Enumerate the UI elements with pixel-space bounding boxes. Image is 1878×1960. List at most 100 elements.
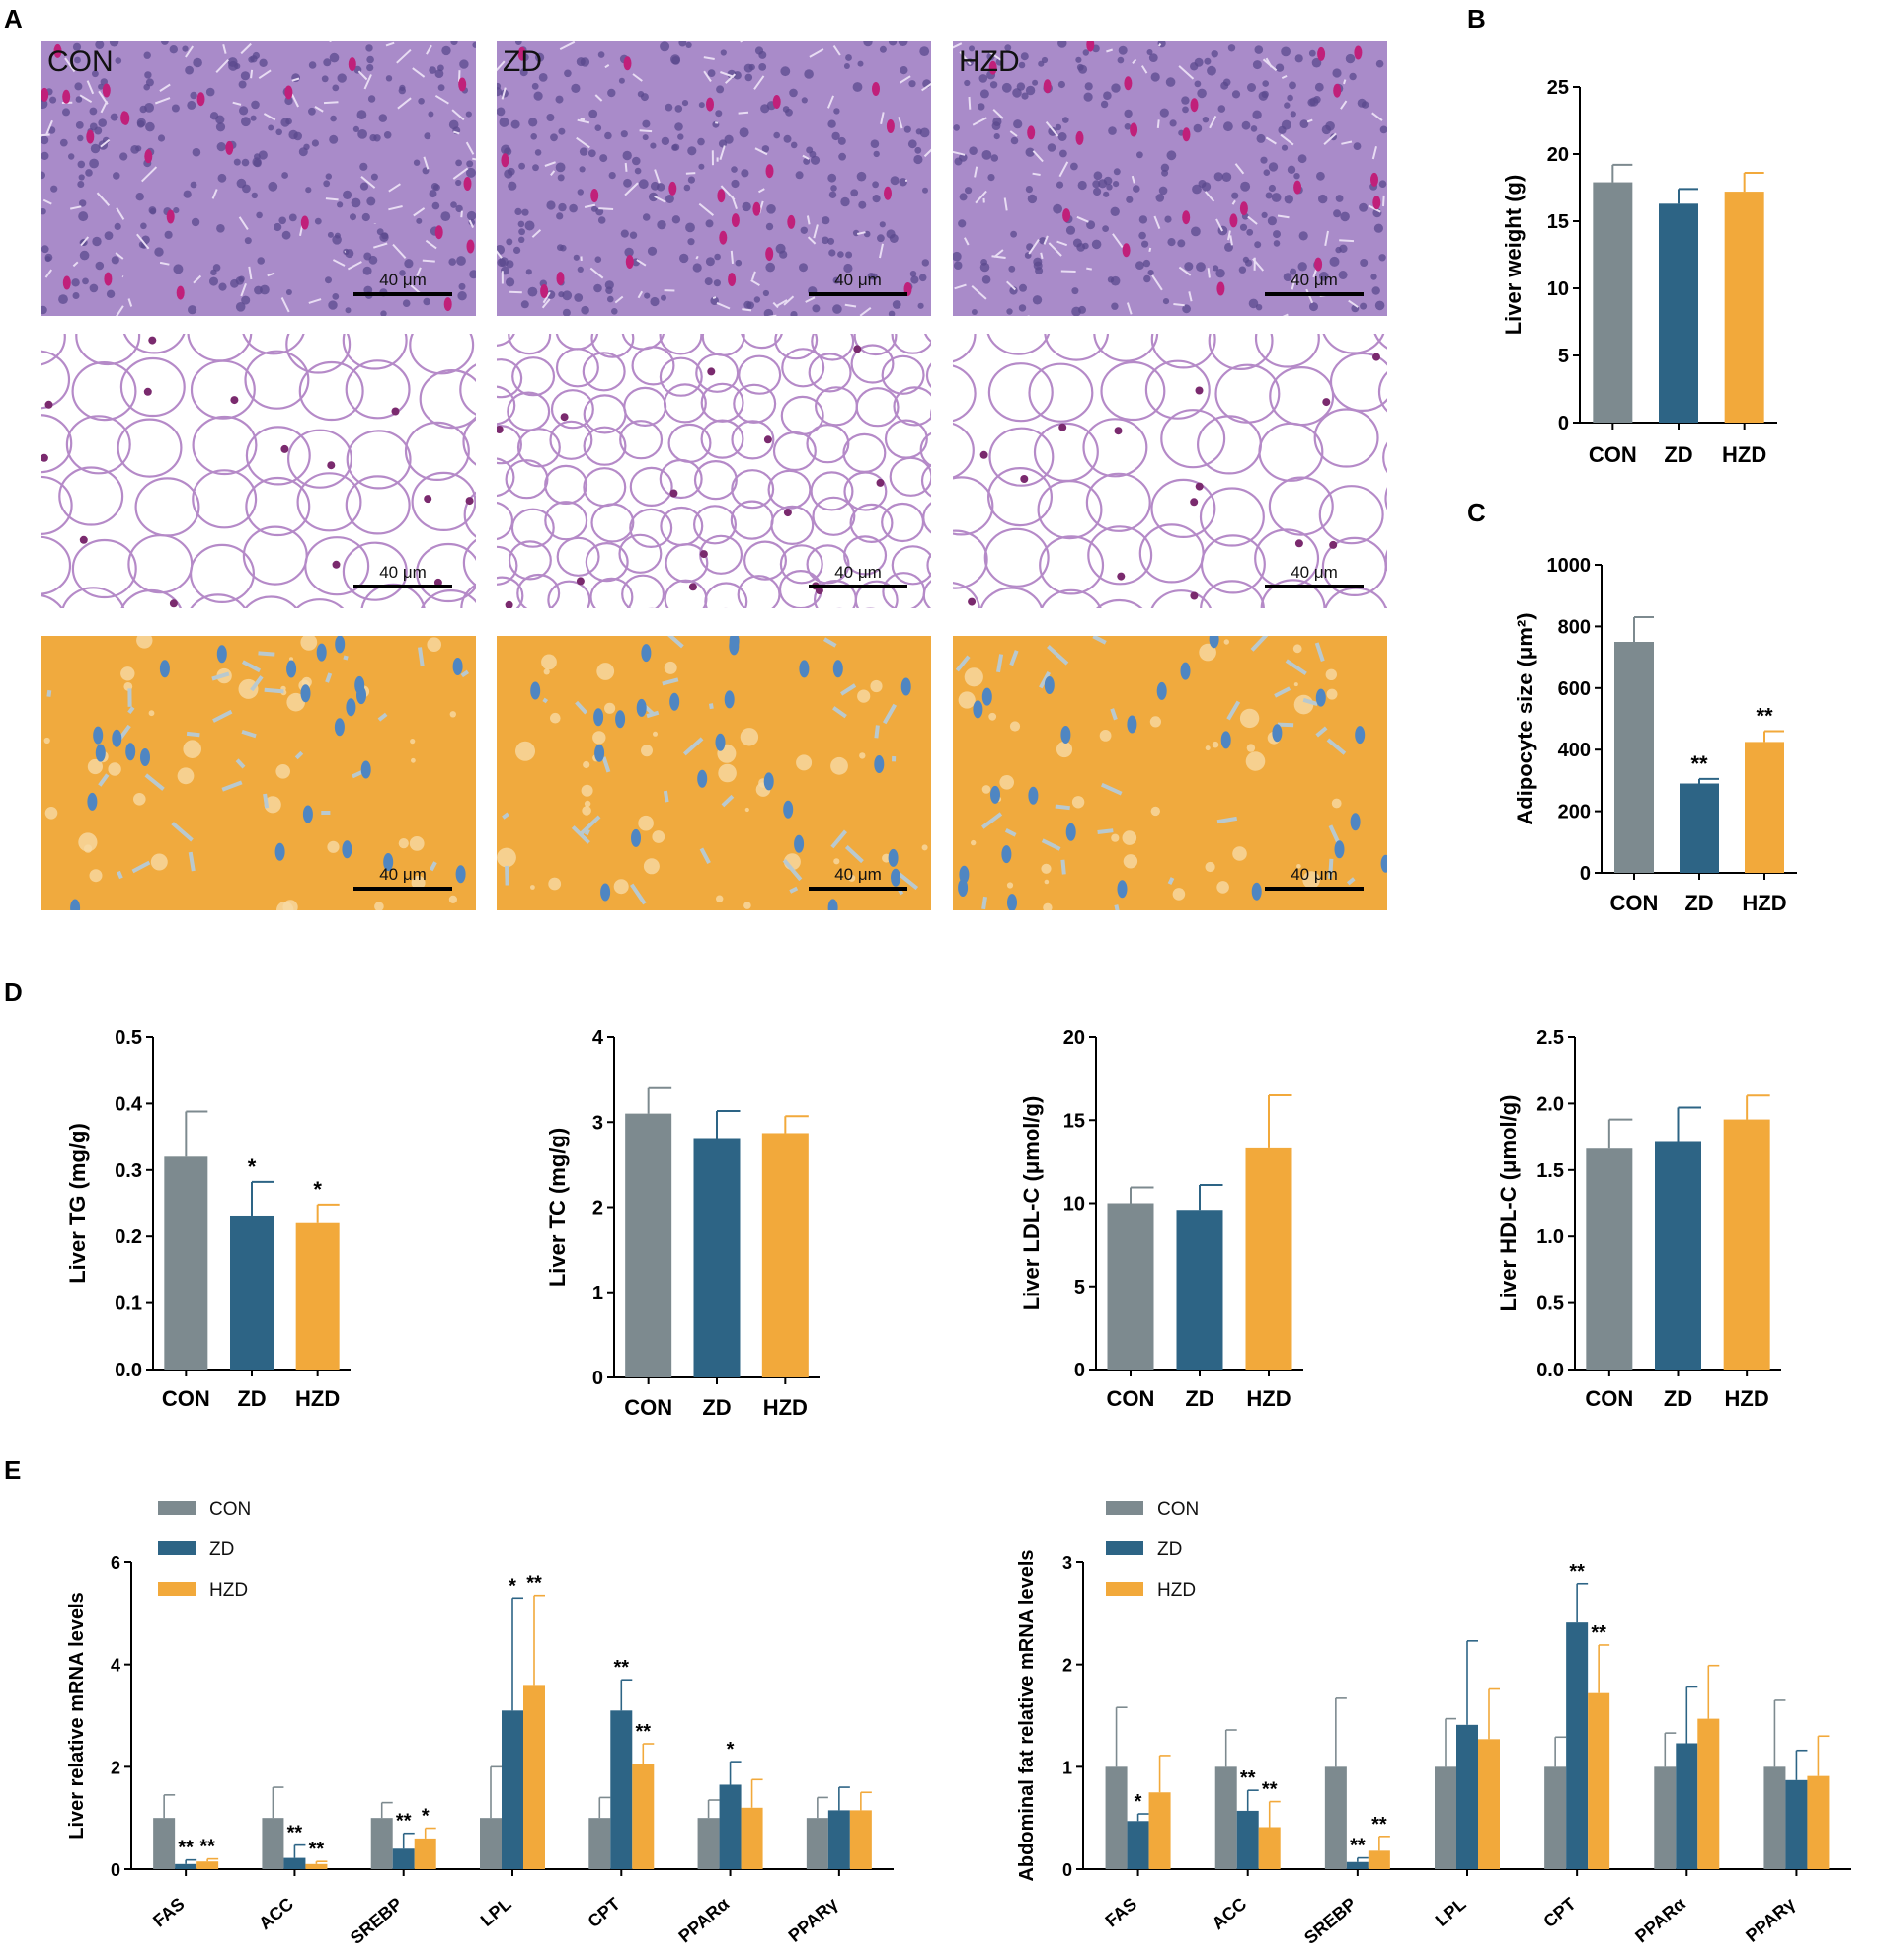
scale-bar: [809, 887, 907, 891]
bar-hzd: [1807, 1775, 1830, 1869]
bar-hzd: [632, 1764, 655, 1869]
x-tick-label: HZD: [763, 1395, 808, 1420]
micrograph-texture: [497, 334, 931, 608]
micrograph-group-label: ZD: [503, 45, 542, 78]
y-tick-label: 3: [1062, 1553, 1072, 1573]
bar-con: [1586, 1148, 1633, 1370]
legend-label: CON: [1157, 1499, 1199, 1520]
bar-zd: [827, 1810, 850, 1869]
scale-bar: [809, 585, 907, 588]
bar-con: [806, 1818, 828, 1869]
significance-mark: **: [1240, 1767, 1256, 1789]
micrograph-oil-red-hzd: 40 μm: [953, 636, 1387, 910]
bar-con: [370, 1818, 393, 1869]
y-tick-label: 0: [592, 1368, 603, 1389]
x-tick-label: SREBP: [1300, 1894, 1360, 1948]
significance-mark: **: [526, 1573, 542, 1595]
panel-letter-a: A: [4, 4, 23, 34]
bar-zd: [230, 1215, 274, 1370]
x-tick-label: CPT: [584, 1894, 623, 1931]
bar-hzd: [305, 1863, 328, 1869]
bar-zd: [693, 1138, 741, 1377]
bar-hzd: [523, 1685, 545, 1869]
x-tick-label: SREBP: [347, 1894, 406, 1948]
x-tick-label: ZD: [237, 1386, 266, 1411]
legend-label: CON: [209, 1499, 251, 1520]
legend-label: HZD: [1157, 1580, 1196, 1601]
bar-zd: [175, 1863, 197, 1869]
significance-mark: *: [313, 1177, 322, 1202]
micrograph-oil-red-zd: 40 μm: [497, 636, 931, 910]
significance-mark: **: [309, 1839, 325, 1860]
panel-letter-e: E: [4, 1455, 22, 1485]
x-tick-label: ZD: [1664, 442, 1692, 467]
bar-hzd: [761, 1133, 809, 1377]
x-tick-label: HZD: [1722, 442, 1766, 467]
bar-con: [1324, 1766, 1347, 1869]
micrograph-he-adipose-hzd: 40 μm: [953, 334, 1387, 608]
micrograph-he-liver-hzd: HZD 40 μm: [953, 41, 1387, 316]
chart-d3: 0 5 10 15 20 Liver LDL-C (μmol/g) CON ZD HZD: [1019, 1027, 1303, 1411]
y-tick-label: 1: [592, 1283, 603, 1304]
legend-label: ZD: [209, 1539, 234, 1560]
micrograph-texture: [41, 41, 476, 316]
scale-bar-label: 40 μm: [379, 865, 427, 884]
y-tick-label: 0: [1062, 1860, 1072, 1880]
legend-swatch-hzd: [158, 1582, 196, 1596]
bar-hzd: [1723, 1119, 1770, 1370]
legend-label: ZD: [1157, 1539, 1182, 1560]
significance-mark: **: [1591, 1622, 1606, 1644]
y-tick-label: 20: [1063, 1027, 1085, 1049]
y-axis-label: Adipocyte size (μm²): [1513, 612, 1537, 824]
x-tick-label: PPARγ: [785, 1894, 842, 1946]
y-tick-label: 5: [1558, 346, 1569, 367]
bar-zd: [1566, 1622, 1589, 1869]
y-axis-label: Liver HDL-C (μmol/g): [1496, 1094, 1521, 1311]
significance-mark: **: [1371, 1814, 1387, 1836]
x-tick-label: CON: [1589, 442, 1637, 467]
y-tick-label: 0: [111, 1860, 120, 1880]
significance-mark: **: [287, 1823, 303, 1844]
significance-mark: **: [635, 1721, 651, 1743]
chart-d4: 0.0 0.5 1.0 1.5 2.0 2.5 Liver HDL-C (μmol/g) CO…: [1496, 1027, 1781, 1411]
x-tick-label: CON: [1107, 1386, 1155, 1411]
bar-con: [262, 1818, 284, 1869]
scale-bar-label: 40 μm: [1291, 865, 1338, 884]
scale-bar: [1265, 292, 1364, 296]
micrograph-he-adipose-zd: 40 μm: [497, 334, 931, 608]
y-tick-label: 0: [1558, 413, 1569, 434]
bar-con: [164, 1156, 208, 1370]
y-axis-label: Liver relative mRNA levels: [66, 1592, 88, 1840]
bar-zd: [392, 1848, 415, 1869]
x-tick-label: HZD: [1725, 1386, 1769, 1411]
scale-bar-label: 40 μm: [1291, 271, 1338, 289]
significance-mark: *: [422, 1806, 430, 1828]
bar-hzd: [414, 1838, 436, 1869]
y-tick-label: 20: [1547, 144, 1569, 166]
scale-bar: [353, 887, 452, 891]
bar-zd: [1456, 1724, 1478, 1869]
bar-zd: [1346, 1861, 1369, 1869]
y-tick-label: 2.0: [1536, 1093, 1564, 1115]
bar-hzd: [1245, 1147, 1292, 1370]
bar-hzd: [196, 1861, 219, 1869]
panel-letter-c: C: [1467, 498, 1486, 527]
x-tick-label: CON: [1585, 1386, 1633, 1411]
x-tick-label: ACC: [255, 1894, 297, 1933]
y-tick-label: 0.4: [115, 1093, 143, 1115]
bar-con: [697, 1818, 720, 1869]
bar-hzd: [1148, 1792, 1171, 1869]
y-axis-label: Abdominal fat relative mRNA levels: [1016, 1549, 1038, 1881]
significance-mark: **: [1262, 1779, 1278, 1801]
y-tick-label: 4: [111, 1656, 120, 1676]
y-tick-label: 10: [1063, 1194, 1085, 1215]
bar-zd: [1655, 1141, 1701, 1370]
x-tick-label: PPARγ: [1742, 1894, 1799, 1946]
y-tick-label: 25: [1547, 77, 1569, 99]
y-tick-label: 1.5: [1536, 1160, 1564, 1182]
panel-letter-d: D: [4, 978, 23, 1007]
micrograph-texture: [497, 41, 931, 316]
bar-zd: [610, 1710, 633, 1869]
bar-hzd: [1478, 1739, 1500, 1869]
y-axis-label: Liver TC (mg/g): [545, 1128, 570, 1287]
